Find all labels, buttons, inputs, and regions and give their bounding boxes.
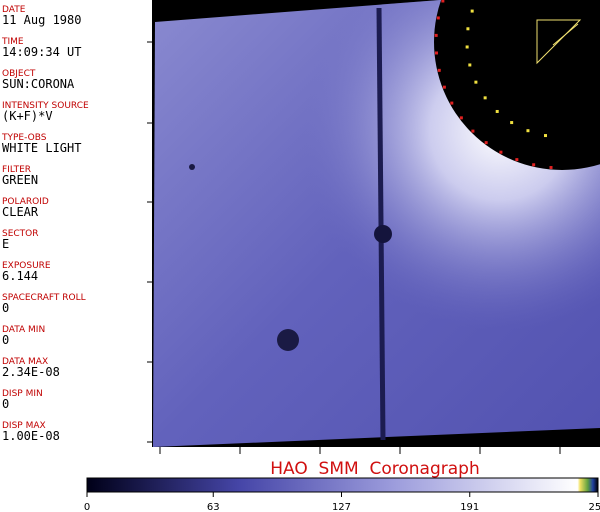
- dark-spot: [374, 225, 392, 243]
- colorbar-tick-label: 0: [84, 502, 90, 512]
- title: HAO SMM Coronagraph: [270, 459, 479, 479]
- yellow-dot: [495, 109, 499, 113]
- yellow-dot: [483, 96, 487, 100]
- yellow-dot: [470, 9, 474, 13]
- yellow-dot: [510, 121, 514, 125]
- yellow-dot: [465, 45, 469, 49]
- field-value: 1.00E-08: [2, 429, 60, 443]
- red-dot: [450, 101, 454, 105]
- field-label: FILTER: [2, 165, 31, 175]
- occulter-dots: [434, 0, 553, 170]
- red-dot: [442, 85, 446, 89]
- field-label: OBJECT: [2, 69, 36, 79]
- field-value: 2.34E-08: [2, 365, 60, 379]
- colorbar-ticks: 0 63 127 191 255: [84, 492, 600, 512]
- red-dot: [532, 163, 536, 167]
- field-label: DISP MIN: [2, 389, 43, 399]
- red-dot: [437, 68, 441, 72]
- field-value: WHITE LIGHT: [2, 141, 81, 155]
- orientation-mark: [536, 19, 582, 65]
- pylon: [376, 7, 386, 441]
- field-label: DISP MAX: [2, 421, 46, 431]
- yellow-dot: [466, 27, 470, 31]
- field-value: (K+F)*V: [2, 109, 53, 123]
- field-value: GREEN: [2, 173, 38, 187]
- occulter: [434, 0, 600, 170]
- yellow-dot: [474, 80, 478, 84]
- red-dot: [434, 33, 438, 37]
- red-dot: [549, 166, 553, 170]
- dark-spot: [277, 329, 299, 351]
- field-value: CLEAR: [2, 205, 39, 219]
- field-value: 14:09:34 UT: [2, 45, 81, 59]
- colorbar: [86, 477, 599, 493]
- field-value: SUN:CORONA: [2, 77, 75, 91]
- field-value: 11 Aug 1980: [2, 13, 81, 27]
- frame-ticks: [147, 41, 561, 454]
- red-dot: [436, 16, 440, 20]
- red-dot: [459, 116, 463, 120]
- field-label: INTENSITY SOURCE: [2, 101, 89, 111]
- dark-spot: [189, 164, 195, 170]
- field-label: SECTOR: [2, 229, 39, 239]
- field-label: DATA MAX: [2, 357, 48, 367]
- colorbar-tick-label: 191: [460, 502, 479, 512]
- yellow-dot: [468, 63, 472, 67]
- field-value: 0: [2, 397, 9, 411]
- field-label: DATA MIN: [2, 325, 45, 335]
- field-label: TYPE-OBS: [1, 133, 47, 143]
- field-value: 0: [2, 301, 9, 315]
- field-value: 6.144: [2, 269, 38, 283]
- red-dot: [484, 141, 488, 145]
- field-label: EXPOSURE: [2, 261, 51, 271]
- red-dot: [441, 0, 445, 3]
- field-value: E: [2, 237, 9, 251]
- field-value: 0: [2, 333, 9, 347]
- orientation-mark: [552, 23, 579, 46]
- field-label: DATE: [2, 5, 26, 15]
- field-label: SPACECRAFT ROLL: [2, 293, 86, 303]
- yellow-dot: [526, 129, 530, 133]
- info-panel: [0, 0, 152, 447]
- red-dot: [499, 150, 503, 154]
- field-label: POLAROID: [2, 197, 49, 207]
- red-dot: [434, 51, 438, 55]
- colorbar-tick-label: 63: [207, 502, 220, 512]
- red-dot: [515, 158, 519, 162]
- red-dot: [471, 129, 475, 133]
- yellow-dot: [544, 134, 548, 138]
- colorbar-tick-label: 127: [332, 502, 351, 512]
- colorbar-tick-label: 255: [588, 502, 600, 512]
- field-label: TIME: [1, 37, 24, 47]
